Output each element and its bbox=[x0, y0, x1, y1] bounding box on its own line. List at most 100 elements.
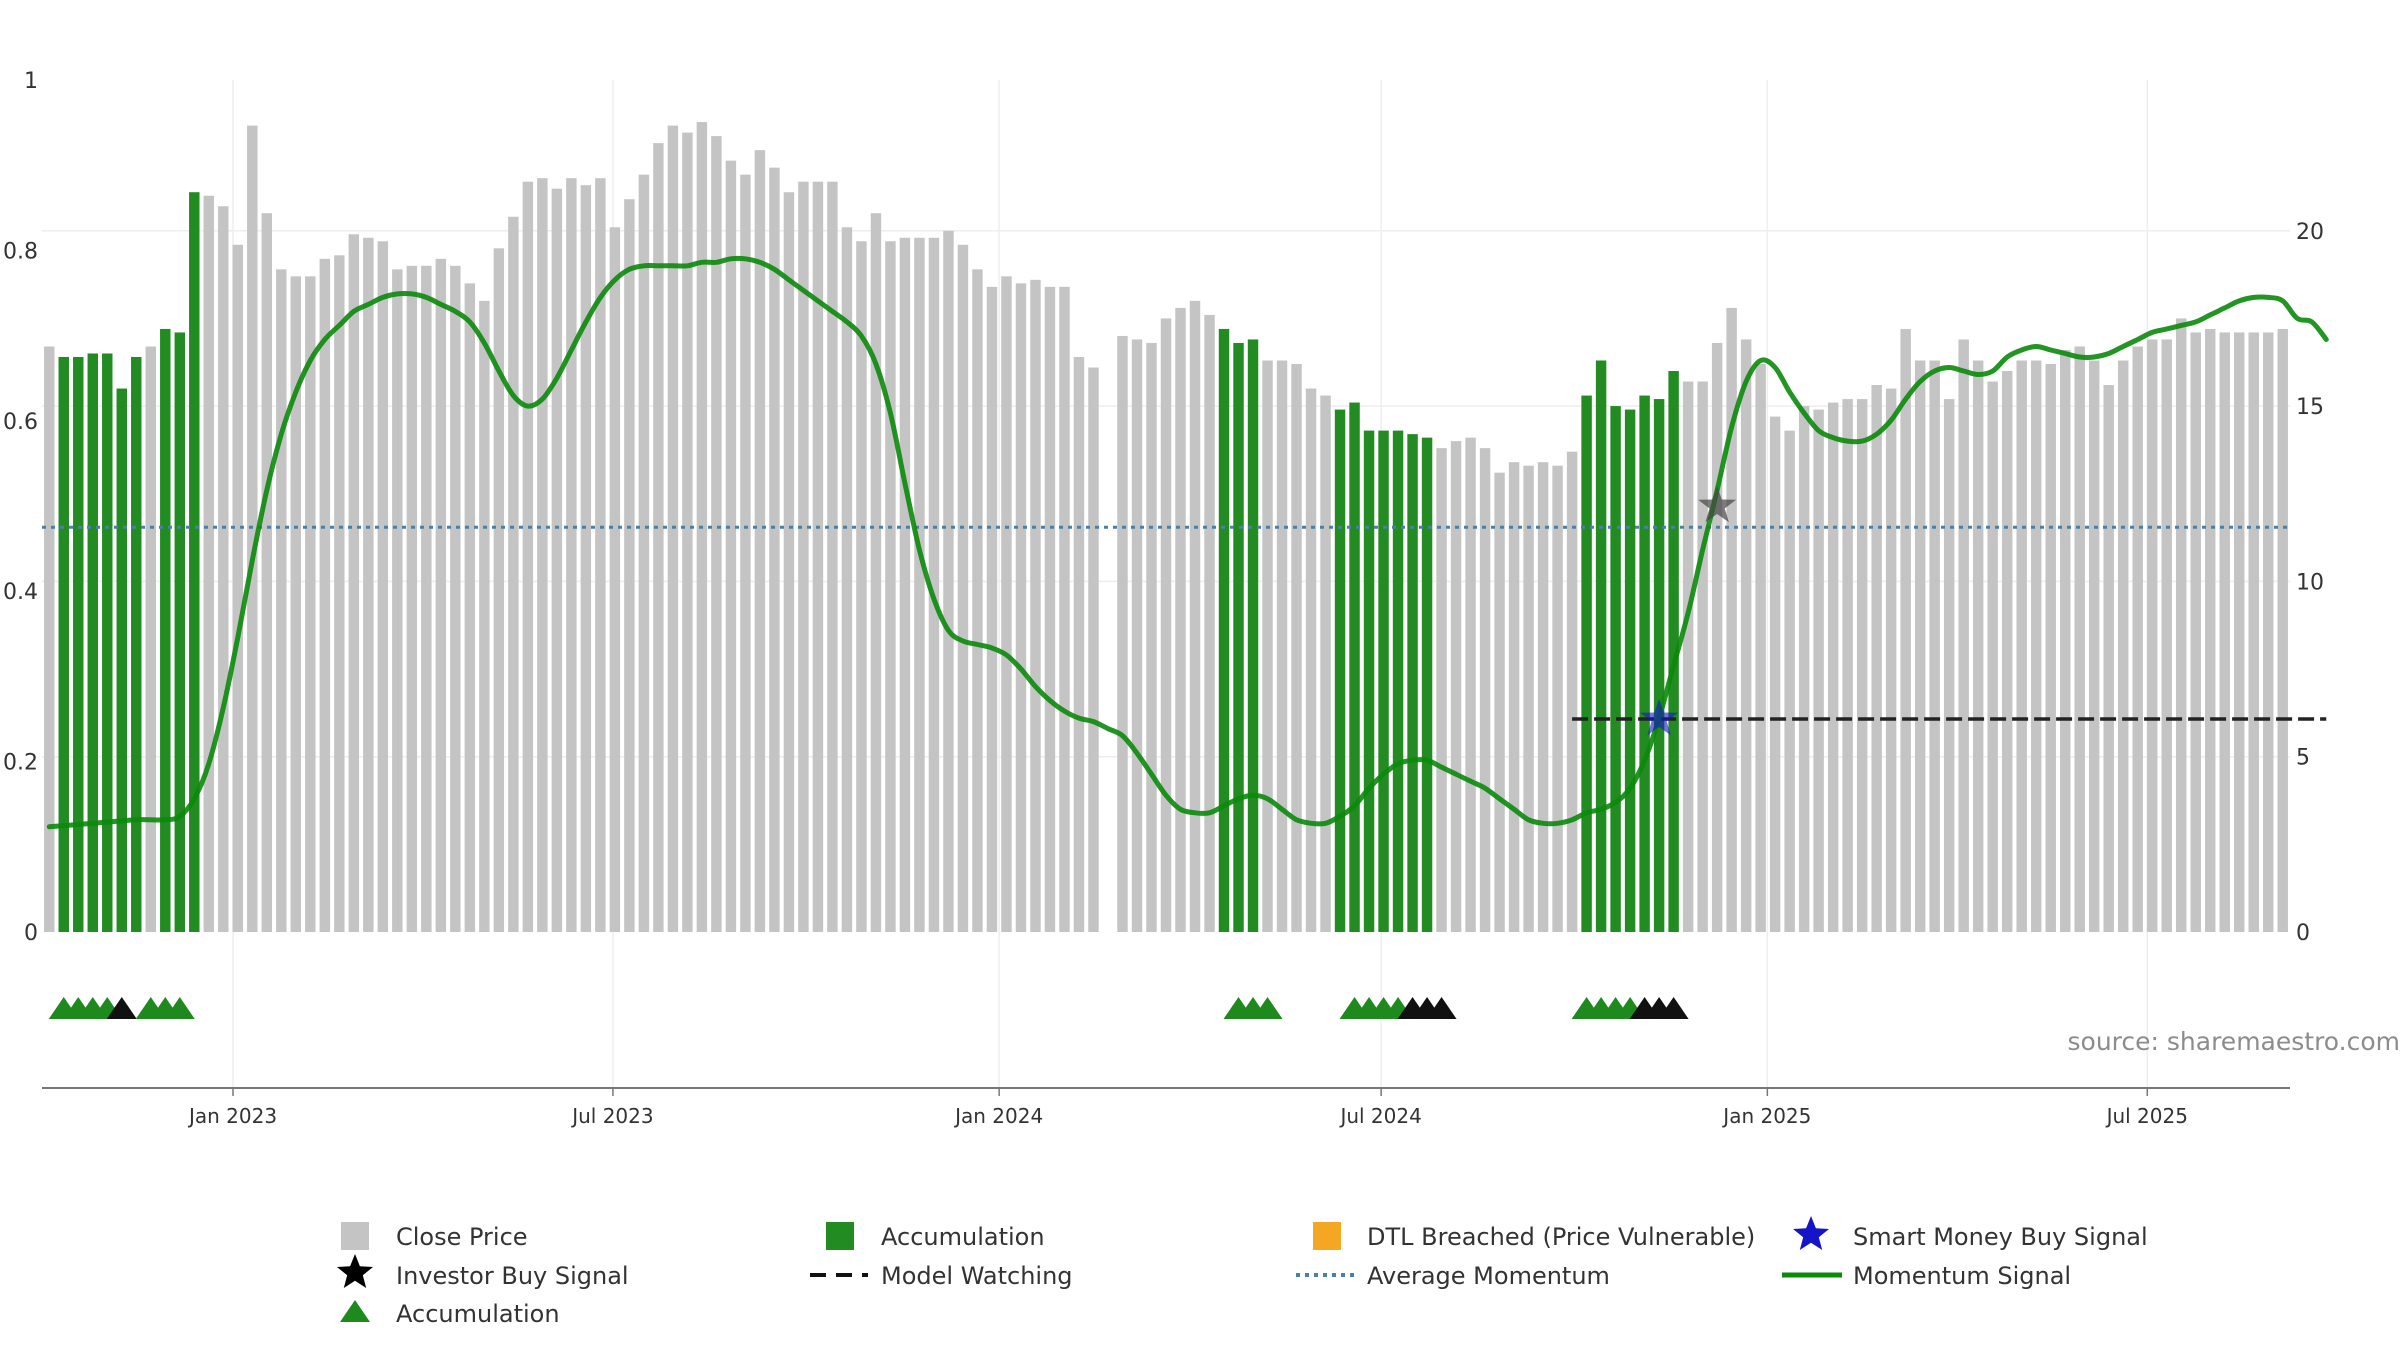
close-price-bar bbox=[2234, 332, 2245, 932]
close-price-bar bbox=[725, 160, 737, 932]
accumulation-bar bbox=[1334, 409, 1346, 932]
legend-item-investor: Investor Buy Signal bbox=[337, 1254, 629, 1290]
accumulation-bar bbox=[1233, 342, 1244, 932]
close-price-bar bbox=[203, 195, 215, 932]
close-price-bar bbox=[44, 346, 55, 933]
accumulation-triangle bbox=[1252, 997, 1283, 1019]
close-price-bar bbox=[1929, 360, 1940, 932]
smart-money-buy-star bbox=[1640, 699, 1679, 736]
close-price-bar bbox=[1059, 286, 1070, 932]
close-price-bar bbox=[1943, 399, 1955, 932]
accumulation-bar bbox=[1349, 402, 1360, 933]
accumulation-bar bbox=[174, 332, 186, 932]
close-price-bar bbox=[1552, 465, 1563, 932]
legend-label-average-momentum: Average Momentum bbox=[1367, 1262, 1610, 1290]
close-price-bar bbox=[319, 258, 331, 932]
close-price-bar bbox=[957, 244, 969, 932]
close-price-bar bbox=[1508, 462, 1520, 932]
close-price-bar bbox=[218, 206, 229, 932]
close-price-bar bbox=[2190, 332, 2201, 932]
x-tick-label: Jan 2024 bbox=[953, 1104, 1043, 1128]
legend-item-model-watching: Model Watching bbox=[810, 1262, 1073, 1290]
close-price-bar bbox=[1044, 286, 1056, 932]
close-price-bar bbox=[1798, 406, 1810, 932]
legend-item-momentum: Momentum Signal bbox=[1782, 1262, 2071, 1290]
close-price-bar bbox=[145, 346, 156, 933]
left-tick-label: 0 bbox=[24, 921, 38, 946]
close-price-bar bbox=[508, 216, 519, 933]
close-price-bar bbox=[2263, 332, 2274, 932]
accumulation-bar bbox=[87, 353, 98, 933]
right-tick-label: 5 bbox=[2296, 746, 2310, 771]
legend-item-dtl: DTL Breached (Price Vulnerable) bbox=[1313, 1222, 1755, 1251]
close-price-bar bbox=[769, 167, 780, 933]
close-price-bar bbox=[1769, 416, 1781, 932]
close-price-bar bbox=[1784, 430, 1795, 932]
legend-swatch-accumulation-bar bbox=[826, 1222, 854, 1250]
close-price-bar bbox=[1900, 328, 1911, 933]
legend-label-investor: Investor Buy Signal bbox=[396, 1262, 629, 1290]
legend-label-dtl: DTL Breached (Price Vulnerable) bbox=[1367, 1223, 1755, 1251]
left-tick-label: 0.6 bbox=[3, 410, 38, 435]
close-price-bar bbox=[1566, 451, 1578, 932]
close-price-bar bbox=[276, 269, 287, 932]
close-price-bar bbox=[2146, 339, 2158, 932]
legend: Close Price Accumulation DTL Breached (P… bbox=[337, 1216, 2148, 1328]
close-price-bar bbox=[914, 237, 925, 932]
accumulation-bar bbox=[1392, 430, 1404, 932]
close-price-bar bbox=[435, 258, 447, 932]
accumulation-bar bbox=[1218, 328, 1230, 933]
close-price-bar bbox=[2074, 346, 2085, 933]
close-price-bar bbox=[566, 178, 577, 932]
close-price-bar bbox=[798, 181, 809, 932]
accumulation-bar bbox=[1378, 430, 1389, 932]
close-price-bar bbox=[2103, 385, 2114, 932]
close-price-bar bbox=[232, 244, 244, 932]
accumulation-bar bbox=[116, 388, 127, 932]
close-price-bar bbox=[2277, 328, 2288, 933]
close-price-bar bbox=[1755, 364, 1766, 932]
right-tick-label: 15 bbox=[2296, 395, 2324, 420]
close-price-bar bbox=[1450, 441, 1462, 932]
close-price-bar bbox=[827, 181, 838, 932]
close-price-bar bbox=[1073, 356, 1085, 932]
legend-swatch-close-price bbox=[341, 1222, 369, 1250]
close-price-bar bbox=[406, 265, 418, 932]
right-tick-label: 0 bbox=[2296, 921, 2310, 946]
accumulation-bar bbox=[1624, 409, 1636, 932]
legend-item-smart-money: Smart Money Buy Signal bbox=[1793, 1216, 2148, 1251]
close-price-bar bbox=[1465, 437, 1476, 932]
close-price-bar bbox=[377, 241, 389, 933]
accumulation-bar bbox=[58, 356, 69, 932]
close-price-bar bbox=[1987, 381, 1998, 932]
x-tick-label: Jan 2023 bbox=[187, 1104, 277, 1128]
momentum-signal-line bbox=[46, 255, 2329, 830]
close-price-bar bbox=[1914, 360, 1926, 932]
right-tick-label: 20 bbox=[2296, 220, 2324, 245]
close-price-bar bbox=[1291, 364, 1302, 932]
close-price-bar bbox=[1001, 276, 1012, 932]
close-price-bar bbox=[1871, 385, 1882, 932]
accumulation-bar bbox=[1639, 395, 1650, 932]
black-triangle bbox=[1658, 997, 1689, 1019]
close-price-bar bbox=[522, 181, 534, 932]
close-price-bar bbox=[754, 150, 766, 932]
close-price-bar bbox=[1972, 360, 1984, 932]
accumulation-bar bbox=[131, 356, 142, 932]
close-price-bar bbox=[2219, 332, 2230, 932]
close-price-bar bbox=[450, 265, 461, 932]
triangle-up-icon bbox=[340, 1300, 370, 1322]
close-price-bar bbox=[1305, 388, 1317, 932]
close-price-bar bbox=[2088, 360, 2100, 932]
legend-item-accumulation-triangle: Accumulation bbox=[340, 1300, 560, 1328]
left-tick-label: 0.4 bbox=[3, 580, 38, 605]
close-price-bar bbox=[682, 132, 693, 932]
accumulation-bar bbox=[160, 328, 171, 933]
investor-buy-star bbox=[1698, 486, 1737, 523]
accumulation-bar bbox=[102, 353, 113, 933]
close-price-bar bbox=[1726, 307, 1737, 932]
close-price-bar bbox=[2248, 332, 2259, 932]
close-price-bar bbox=[928, 237, 940, 932]
close-price-bar bbox=[1175, 307, 1186, 932]
